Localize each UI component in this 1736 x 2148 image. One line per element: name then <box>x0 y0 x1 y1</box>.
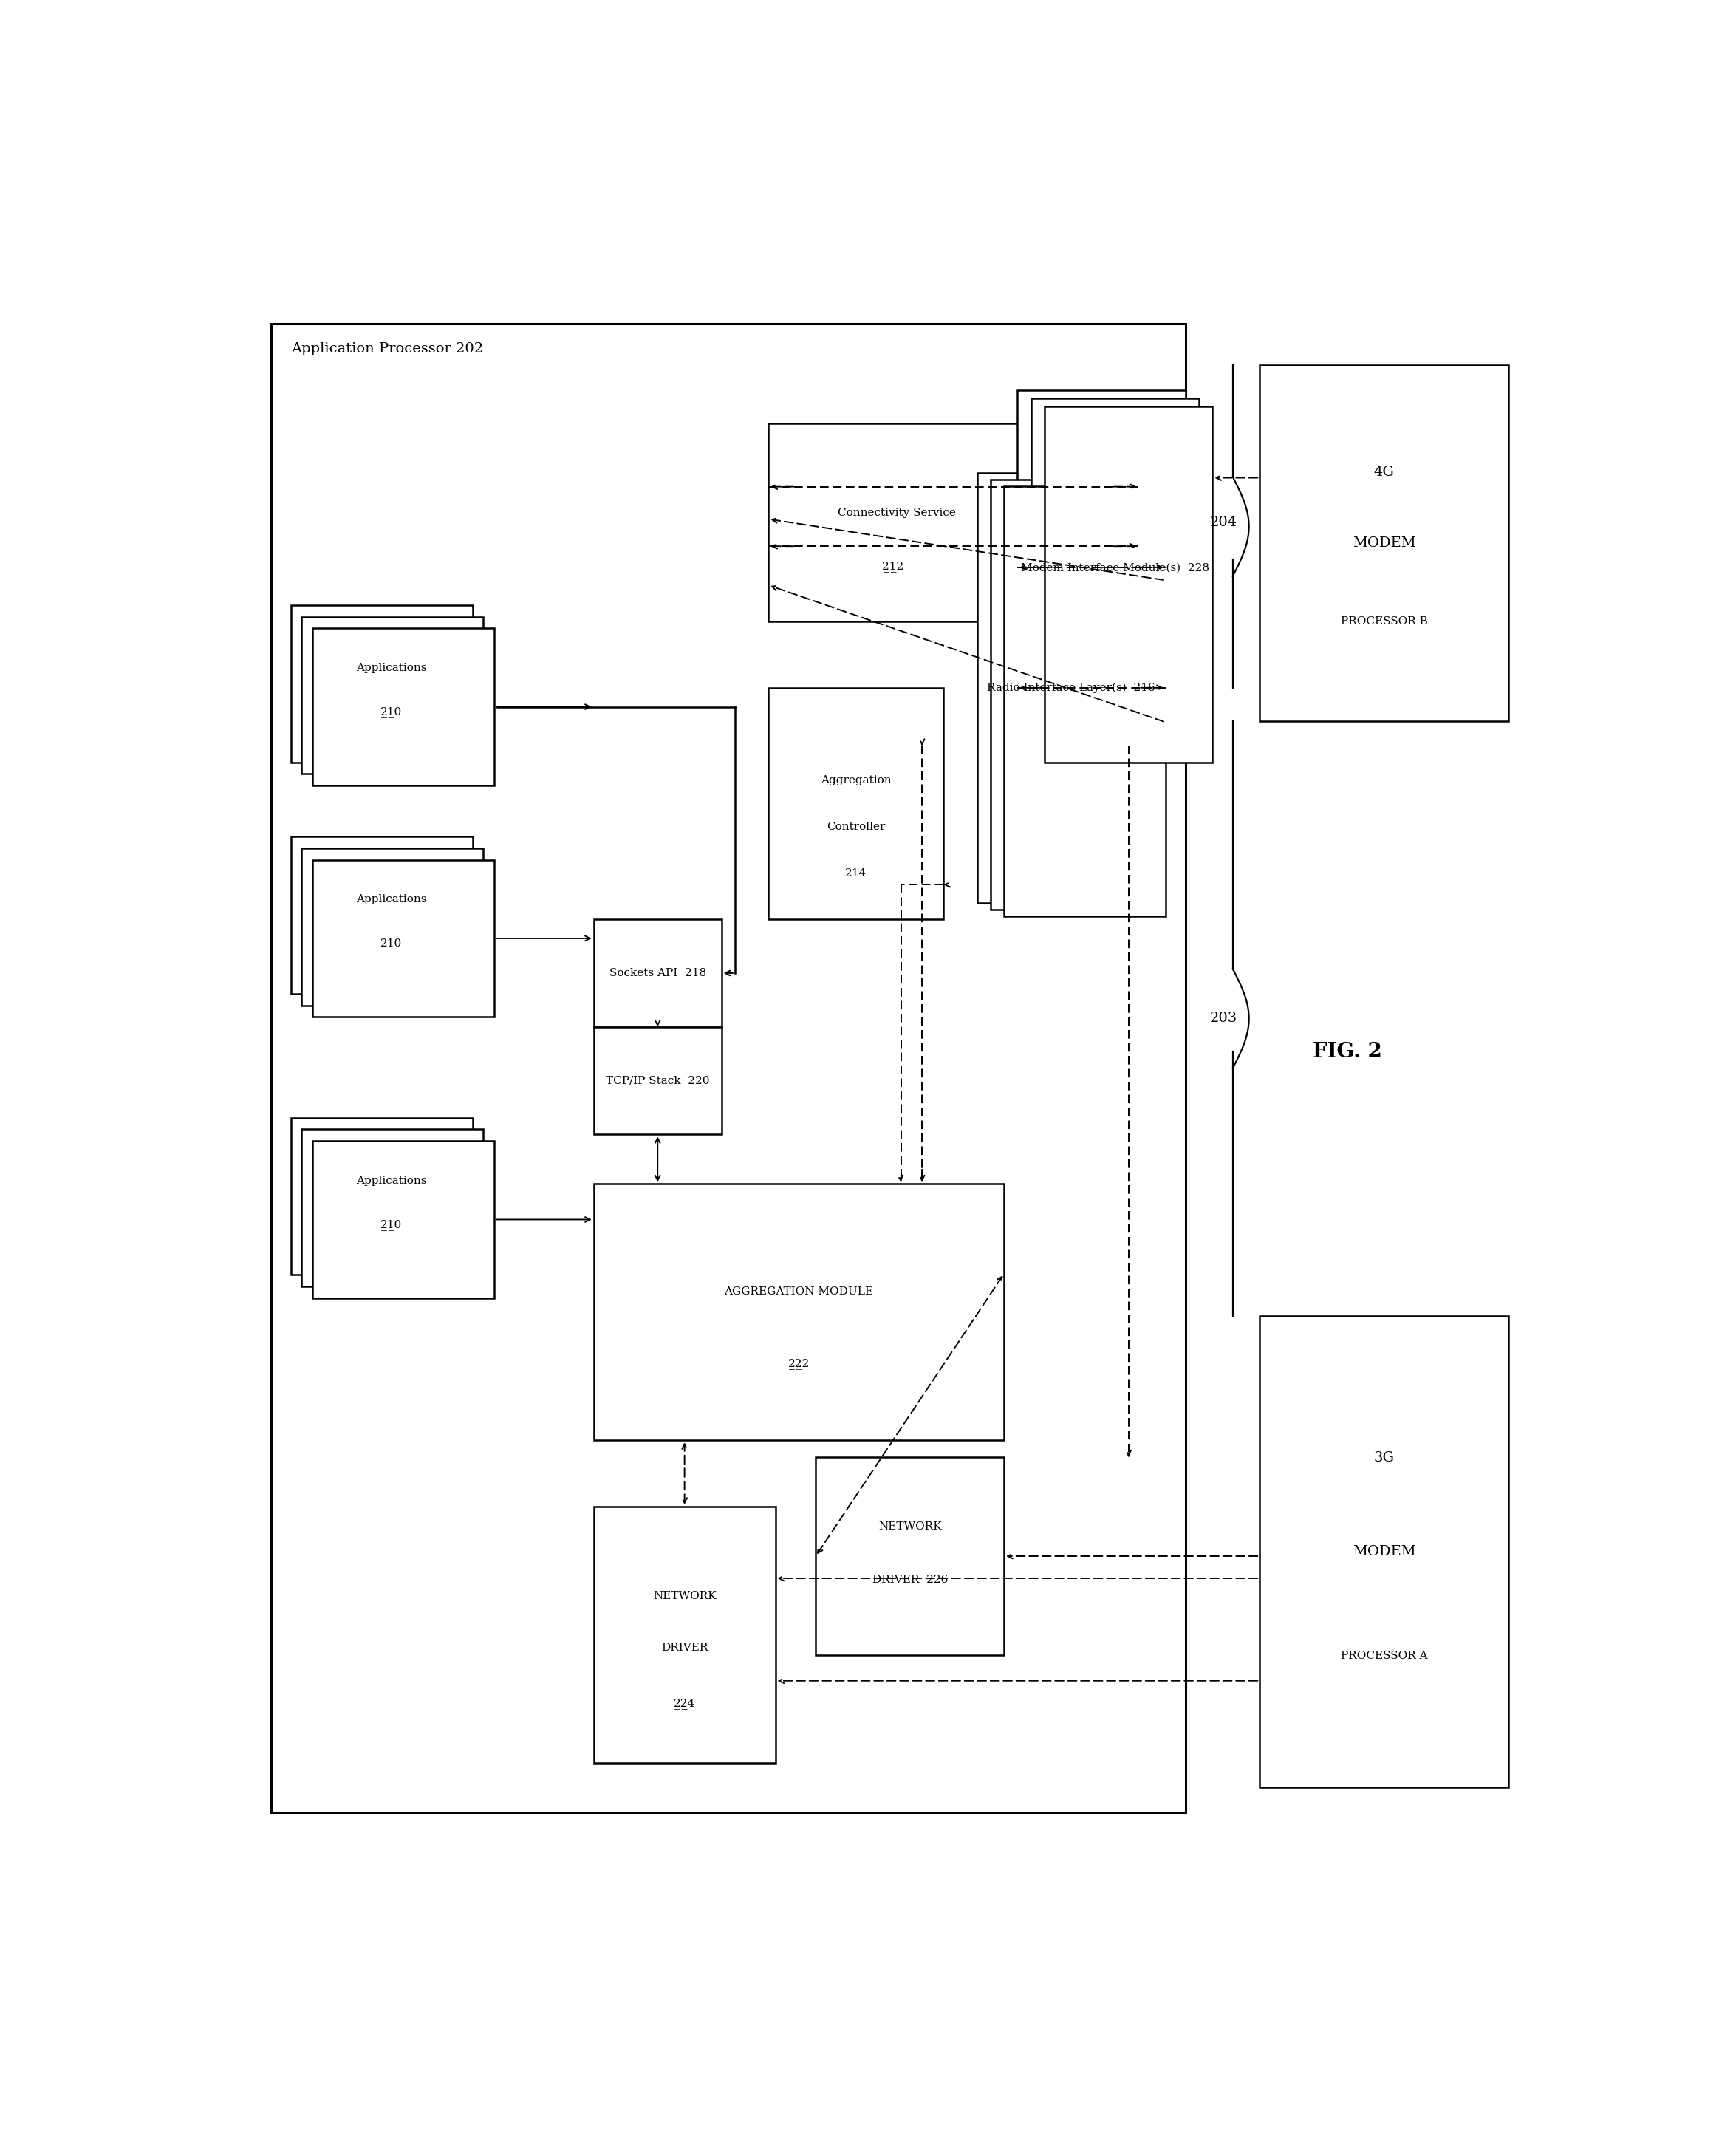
Bar <box>769 423 1024 621</box>
Bar <box>312 859 495 1016</box>
Text: Connectivity Service: Connectivity Service <box>837 507 955 518</box>
Bar <box>1260 365 1509 722</box>
Bar <box>312 627 495 786</box>
Text: Radio Interface Layer(s)  216: Radio Interface Layer(s) 216 <box>988 683 1156 694</box>
Text: Modem Interface Module(s)  228: Modem Interface Module(s) 228 <box>1021 563 1210 574</box>
Text: Applications: Applications <box>356 664 427 672</box>
Text: PROCESSOR A: PROCESSOR A <box>1340 1650 1427 1660</box>
Text: Application Processor 202: Application Processor 202 <box>292 342 483 354</box>
Text: AGGREGATION MODULE: AGGREGATION MODULE <box>724 1287 873 1297</box>
Bar <box>1031 397 1200 754</box>
Bar <box>292 1117 472 1276</box>
Text: 3G: 3G <box>1373 1452 1394 1465</box>
Bar <box>594 1027 722 1134</box>
Bar <box>594 919 722 1027</box>
Bar <box>302 616 483 773</box>
Bar <box>1017 391 1186 745</box>
Bar <box>991 479 1153 909</box>
Bar <box>1045 406 1212 763</box>
Text: MODEM: MODEM <box>1352 1544 1417 1559</box>
Bar <box>292 606 472 763</box>
Text: DRIVER: DRIVER <box>661 1643 708 1652</box>
Text: 2̲1̲4: 2̲1̲4 <box>845 868 866 879</box>
Text: 204: 204 <box>1210 516 1238 528</box>
Bar <box>302 1130 483 1287</box>
Text: FIG. 2: FIG. 2 <box>1312 1042 1382 1061</box>
Text: PROCESSOR B: PROCESSOR B <box>1340 616 1427 627</box>
Bar <box>302 848 483 1005</box>
Text: NETWORK: NETWORK <box>653 1592 717 1602</box>
Bar <box>312 1141 495 1297</box>
Bar <box>594 1506 776 1764</box>
Bar <box>292 836 472 995</box>
Bar <box>1003 485 1165 915</box>
Text: 203: 203 <box>1210 1012 1238 1025</box>
Text: 2̲2̲4: 2̲2̲4 <box>674 1699 696 1710</box>
Bar <box>594 1184 1003 1441</box>
Bar <box>769 687 944 919</box>
Bar <box>271 324 1186 1813</box>
Text: 2̲1̲0: 2̲1̲0 <box>380 939 403 949</box>
Text: MODEM: MODEM <box>1352 537 1417 550</box>
Text: Controller: Controller <box>826 821 885 831</box>
Text: 4G: 4G <box>1373 466 1394 479</box>
Text: Aggregation: Aggregation <box>821 775 891 786</box>
Bar <box>977 473 1139 902</box>
Bar <box>1260 1317 1509 1787</box>
Text: DRIVER  226: DRIVER 226 <box>871 1574 948 1585</box>
Bar <box>816 1456 1003 1656</box>
Text: TCP/IP Stack  220: TCP/IP Stack 220 <box>606 1076 710 1085</box>
Text: 2̲2̲2: 2̲2̲2 <box>788 1358 809 1368</box>
Text: 2̲1̲0: 2̲1̲0 <box>380 707 403 717</box>
Text: Applications: Applications <box>356 894 427 904</box>
Text: Applications: Applications <box>356 1175 427 1186</box>
Text: 2̲1̲0: 2̲1̲0 <box>380 1220 403 1231</box>
Text: 2̲1̲2: 2̲1̲2 <box>882 561 911 571</box>
Text: NETWORK: NETWORK <box>878 1521 941 1532</box>
Text: Sockets API  218: Sockets API 218 <box>609 969 707 977</box>
